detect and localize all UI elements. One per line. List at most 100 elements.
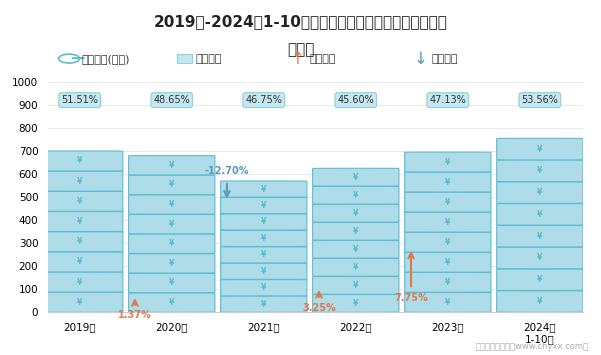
Text: ¥: ¥ bbox=[261, 283, 266, 292]
Text: ↑: ↑ bbox=[290, 50, 305, 67]
Text: ¥: ¥ bbox=[537, 275, 543, 284]
Text: ¥: ¥ bbox=[353, 299, 358, 308]
Text: 统计图: 统计图 bbox=[287, 43, 314, 58]
Text: ━━: ━━ bbox=[72, 54, 85, 64]
Text: ¥: ¥ bbox=[537, 166, 543, 175]
Text: ¥: ¥ bbox=[537, 253, 543, 262]
Text: ¥: ¥ bbox=[445, 158, 451, 166]
Text: ¥: ¥ bbox=[169, 278, 174, 288]
Text: 46.75%: 46.75% bbox=[245, 95, 282, 105]
FancyBboxPatch shape bbox=[313, 277, 399, 294]
FancyBboxPatch shape bbox=[37, 272, 123, 292]
FancyBboxPatch shape bbox=[313, 295, 399, 312]
Text: 1.37%: 1.37% bbox=[118, 310, 152, 320]
FancyBboxPatch shape bbox=[37, 252, 123, 272]
Text: ¥: ¥ bbox=[353, 263, 358, 272]
FancyBboxPatch shape bbox=[313, 240, 399, 258]
Text: ¥: ¥ bbox=[537, 188, 543, 197]
Text: ↓: ↓ bbox=[413, 50, 428, 67]
FancyBboxPatch shape bbox=[496, 182, 583, 203]
FancyBboxPatch shape bbox=[404, 252, 491, 272]
Text: 7.75%: 7.75% bbox=[394, 293, 428, 303]
FancyBboxPatch shape bbox=[404, 212, 491, 232]
FancyBboxPatch shape bbox=[404, 152, 491, 172]
Text: ¥: ¥ bbox=[77, 177, 82, 186]
FancyBboxPatch shape bbox=[129, 175, 215, 195]
Text: ¥: ¥ bbox=[445, 198, 451, 207]
FancyBboxPatch shape bbox=[313, 222, 399, 240]
Text: ¥: ¥ bbox=[77, 257, 82, 266]
Text: ¥: ¥ bbox=[77, 237, 82, 246]
FancyBboxPatch shape bbox=[221, 197, 307, 214]
Text: ¥: ¥ bbox=[261, 218, 266, 226]
Text: 制图：智研咨询（www.chyxx.com）: 制图：智研咨询（www.chyxx.com） bbox=[476, 343, 589, 351]
Text: ¥: ¥ bbox=[169, 161, 174, 170]
FancyBboxPatch shape bbox=[221, 263, 307, 279]
FancyBboxPatch shape bbox=[313, 168, 399, 186]
Text: ¥: ¥ bbox=[77, 197, 82, 206]
FancyBboxPatch shape bbox=[313, 204, 399, 222]
Text: ¥: ¥ bbox=[445, 298, 451, 307]
Text: ¥: ¥ bbox=[261, 267, 266, 276]
Text: -12.70%: -12.70% bbox=[205, 166, 249, 176]
Text: ¥: ¥ bbox=[353, 281, 358, 290]
Text: ¥: ¥ bbox=[169, 239, 174, 248]
Text: ¥: ¥ bbox=[445, 278, 451, 287]
FancyBboxPatch shape bbox=[404, 192, 491, 212]
Text: 同比减少: 同比减少 bbox=[432, 54, 458, 64]
FancyBboxPatch shape bbox=[37, 212, 123, 231]
Text: ¥: ¥ bbox=[169, 298, 174, 307]
Text: ¥: ¥ bbox=[261, 234, 266, 243]
FancyBboxPatch shape bbox=[37, 232, 123, 252]
Text: ¥: ¥ bbox=[445, 238, 451, 247]
FancyBboxPatch shape bbox=[313, 258, 399, 276]
Text: ¥: ¥ bbox=[77, 298, 82, 307]
FancyBboxPatch shape bbox=[37, 191, 123, 211]
Text: 2019年-2024年1-10月内蒙古自治区累计原保险保费收入: 2019年-2024年1-10月内蒙古自治区累计原保险保费收入 bbox=[154, 14, 447, 29]
Text: ¥: ¥ bbox=[77, 278, 82, 286]
FancyBboxPatch shape bbox=[129, 155, 215, 175]
Text: ¥: ¥ bbox=[169, 180, 174, 190]
Text: ¥: ¥ bbox=[261, 250, 266, 260]
FancyBboxPatch shape bbox=[129, 234, 215, 253]
FancyBboxPatch shape bbox=[221, 280, 307, 296]
FancyBboxPatch shape bbox=[404, 293, 491, 312]
FancyBboxPatch shape bbox=[496, 291, 583, 312]
FancyBboxPatch shape bbox=[37, 151, 123, 171]
Text: ¥: ¥ bbox=[77, 217, 82, 226]
FancyBboxPatch shape bbox=[221, 181, 307, 197]
Text: ¥: ¥ bbox=[261, 300, 266, 309]
FancyBboxPatch shape bbox=[496, 225, 583, 247]
FancyBboxPatch shape bbox=[221, 247, 307, 263]
Text: 53.56%: 53.56% bbox=[522, 95, 558, 105]
Text: ¥: ¥ bbox=[537, 232, 543, 241]
FancyBboxPatch shape bbox=[496, 269, 583, 290]
FancyBboxPatch shape bbox=[221, 230, 307, 246]
FancyBboxPatch shape bbox=[37, 171, 123, 191]
Text: ¥: ¥ bbox=[353, 173, 358, 182]
FancyBboxPatch shape bbox=[496, 204, 583, 225]
FancyBboxPatch shape bbox=[404, 272, 491, 292]
Text: 寿险占比: 寿险占比 bbox=[196, 54, 222, 64]
FancyBboxPatch shape bbox=[404, 172, 491, 192]
Text: 同比增加: 同比增加 bbox=[310, 54, 336, 64]
Text: ¥: ¥ bbox=[353, 191, 358, 200]
FancyBboxPatch shape bbox=[404, 232, 491, 252]
Text: 47.13%: 47.13% bbox=[430, 95, 466, 105]
FancyBboxPatch shape bbox=[496, 138, 583, 160]
FancyBboxPatch shape bbox=[313, 186, 399, 204]
Text: 3.25%: 3.25% bbox=[302, 303, 336, 313]
FancyBboxPatch shape bbox=[129, 254, 215, 273]
Text: ¥: ¥ bbox=[169, 259, 174, 268]
FancyBboxPatch shape bbox=[129, 214, 215, 234]
Text: ¥: ¥ bbox=[537, 297, 543, 306]
FancyBboxPatch shape bbox=[221, 296, 307, 312]
Text: ¥: ¥ bbox=[537, 144, 543, 154]
Text: 45.60%: 45.60% bbox=[337, 95, 374, 105]
Text: 48.65%: 48.65% bbox=[153, 95, 190, 105]
Text: ¥: ¥ bbox=[77, 157, 82, 165]
Text: ¥: ¥ bbox=[261, 201, 266, 210]
Text: ¥: ¥ bbox=[169, 220, 174, 229]
Text: ¥: ¥ bbox=[445, 258, 451, 267]
Text: ¥: ¥ bbox=[445, 178, 451, 187]
